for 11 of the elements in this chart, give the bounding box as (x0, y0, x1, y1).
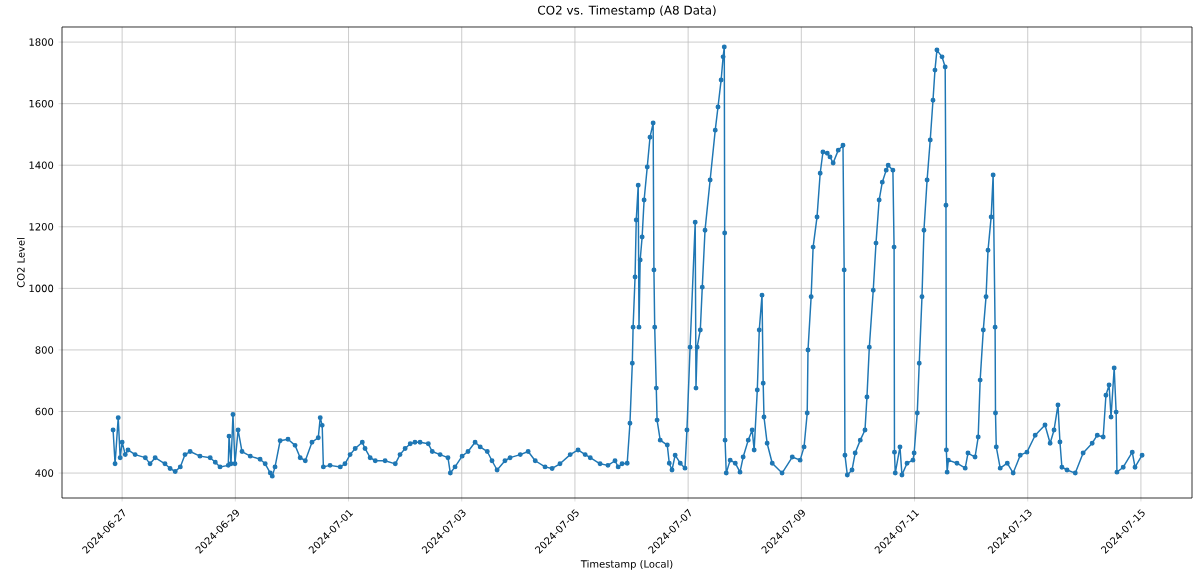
y-tick-label: 800 (35, 346, 54, 354)
y-tick-label: 1600 (29, 99, 54, 108)
y-tick-label: 600 (35, 407, 54, 416)
y-tick-label: 1200 (29, 223, 54, 231)
y-tick-label: 1000 (29, 284, 54, 293)
y-axis-title: CO2 Level (16, 238, 25, 288)
chart-title: CO2 vs. Timestamp (A8 Data) (538, 5, 716, 17)
y-tick-label: 1400 (29, 161, 54, 169)
x-axis-title: Timestamp (Local) (580, 560, 673, 570)
y-tick-label: 400 (35, 469, 54, 477)
y-tick-label: 1800 (29, 38, 54, 46)
